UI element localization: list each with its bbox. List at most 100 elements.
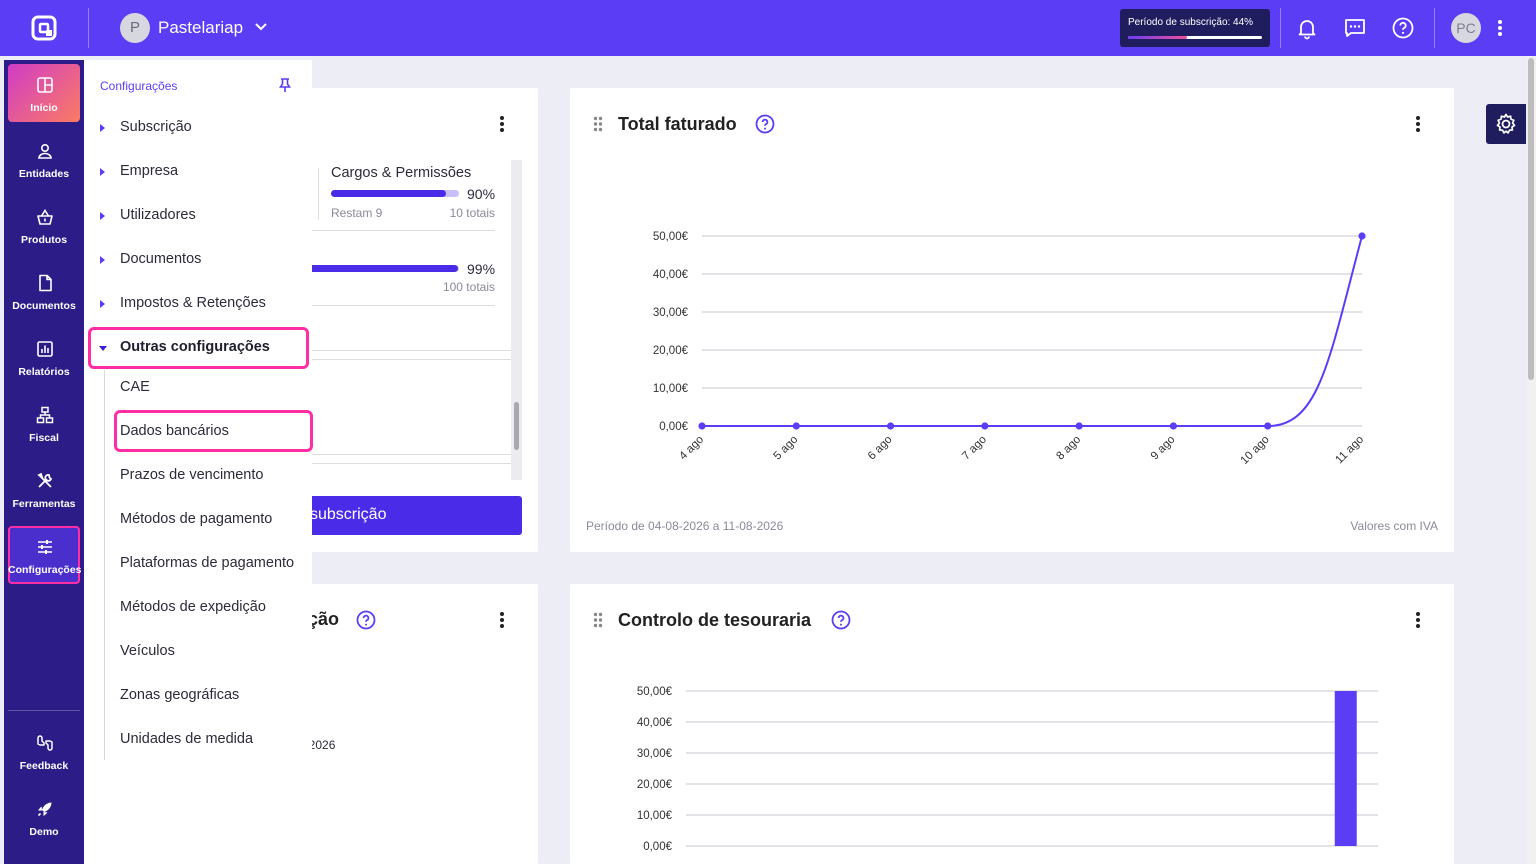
chevron-down-icon[interactable]: [254, 20, 268, 34]
customize-dashboard-button[interactable]: [1486, 104, 1526, 144]
company-name[interactable]: Pastelariap: [158, 18, 244, 37]
subscription-period-label: Período de subscrição: 44%: [1128, 17, 1254, 28]
nav-item-relatorios[interactable]: Relatórios: [8, 328, 80, 386]
chat-icon[interactable]: [1343, 16, 1367, 40]
help-icon[interactable]: [755, 114, 775, 134]
nav-item-feedback[interactable]: Feedback: [8, 722, 80, 780]
submenu-item-prazos-vencimento[interactable]: Prazos de vencimento: [120, 467, 264, 483]
highlight-outline: [114, 410, 313, 452]
usage-left: Restam 9: [331, 206, 383, 220]
divider: [312, 454, 512, 455]
x-tick-label: 6 ago: [866, 434, 895, 463]
caret-right-icon: [100, 212, 105, 220]
document-icon: [39, 274, 52, 292]
upgrade-subscription-button[interactable]: subscrição: [302, 496, 522, 535]
pin-icon[interactable]: [277, 77, 293, 93]
nav-item-entidades[interactable]: Entidades: [8, 130, 80, 188]
user-avatar[interactable]: PC: [1451, 13, 1481, 43]
gear-icon: [1496, 113, 1516, 134]
submenu-item-unidades-medida[interactable]: Unidades de medida: [120, 731, 254, 747]
menu-item-impostos[interactable]: Impostos & Retenções: [120, 295, 266, 311]
button-label: subscrição: [310, 506, 387, 523]
drag-handle-icon[interactable]: [593, 612, 603, 628]
y-tick-label: 30,00€: [637, 748, 673, 760]
divider: [312, 463, 512, 464]
subscription-period-badge[interactable]: Período de subscrição: 44%: [1120, 9, 1270, 47]
y-tick-label: 50,00€: [653, 231, 689, 243]
total-faturado-card: Total faturado 0,00€ 10,00€ 20,00€ 30,00€ 40…: [570, 88, 1454, 552]
menu-item-documentos[interactable]: Documentos: [120, 251, 202, 267]
rocket-icon: [37, 802, 52, 817]
x-tick-label: 10 ago: [1238, 434, 1271, 467]
total-faturado-line-chart: 0,00€ 10,00€ 20,00€ 30,00€ 40,00€ 50,00€ 4 ago…: [653, 231, 1366, 467]
x-tick-label: 9 ago: [1149, 434, 1178, 463]
page-scrollbar[interactable]: [1527, 56, 1536, 864]
y-tick-label: 0,00€: [659, 421, 688, 433]
usage-percent: 90%: [467, 186, 496, 202]
more-vertical-icon[interactable]: [499, 115, 505, 133]
more-vertical-icon[interactable]: [1415, 611, 1421, 629]
list-scrollbar-thumb[interactable]: [514, 402, 519, 450]
data-point: [1169, 422, 1178, 430]
y-tick-label: 20,00€: [637, 779, 673, 791]
company-avatar[interactable]: P: [120, 13, 150, 43]
nav-item-label: Documentos: [12, 300, 76, 312]
bell-icon[interactable]: [1295, 16, 1319, 40]
caret-right-icon: [100, 168, 105, 176]
divider: [312, 359, 512, 360]
data-point: [1264, 422, 1272, 430]
menu-item-subscricao[interactable]: Subscrição: [120, 119, 192, 135]
data-point: [792, 422, 800, 430]
main-navigation: Início Entidades Produtos Documentos Rel…: [4, 60, 84, 864]
series-line: [702, 235, 1363, 428]
caret-right-icon: [100, 256, 105, 264]
divider: [88, 8, 89, 48]
x-tick-label: 5 ago: [772, 434, 801, 463]
tesouraria-bar-chart: 0,00€ 10,00€ 20,00€ 30,00€ 40,00€ 50,00€: [637, 686, 1378, 853]
x-tick-label: 4 ago: [677, 434, 706, 463]
usage-fill: [331, 190, 447, 197]
usage-track: [312, 265, 459, 272]
drag-handle-icon[interactable]: [593, 116, 603, 132]
data-point: [886, 422, 895, 430]
menu-item-utilizadores[interactable]: Utilizadores: [120, 207, 196, 223]
feedback-icon: [37, 735, 53, 751]
subscription-progress-fill: [1128, 36, 1187, 39]
app-logo-icon[interactable]: [30, 14, 58, 42]
more-vertical-icon[interactable]: [499, 611, 505, 629]
menu-item-empresa[interactable]: Empresa: [120, 163, 179, 179]
more-vertical-icon[interactable]: [1415, 115, 1421, 133]
nav-item-label: Ferramentas: [12, 498, 76, 510]
nav-item-configuracoes[interactable]: Configurações: [8, 526, 82, 584]
y-tick-label: 20,00€: [653, 345, 689, 357]
nav-item-ferramentas[interactable]: Ferramentas: [8, 460, 80, 518]
card-title: Total faturado: [618, 114, 737, 134]
y-tick-label: 40,00€: [637, 717, 673, 729]
page-scrollbar-thumb[interactable]: [1528, 58, 1534, 380]
help-icon[interactable]: [1391, 16, 1415, 40]
nav-item-demo[interactable]: Demo: [8, 788, 80, 846]
more-vertical-icon[interactable]: [1492, 16, 1508, 40]
submenu-item-zonas-geograficas[interactable]: Zonas geográficas: [120, 687, 240, 703]
help-icon[interactable]: [356, 610, 376, 630]
menu-item-outras-configuracoes[interactable]: Outras configurações: [120, 339, 270, 355]
tools-icon: [37, 472, 53, 488]
submenu-item-dados-bancarios[interactable]: Dados bancários: [120, 423, 229, 439]
submenu-item-metodos-expedicao[interactable]: Métodos de expedição: [120, 599, 266, 615]
help-icon[interactable]: [831, 610, 851, 630]
nav-item-fiscal[interactable]: Fiscal: [8, 394, 80, 452]
submenu-item-veiculos[interactable]: Veículos: [120, 643, 175, 659]
nav-item-inicio[interactable]: Início: [8, 64, 80, 122]
submenu-item-metodos-pagamento[interactable]: Métodos de pagamento: [120, 511, 273, 527]
sliders-icon: [38, 540, 52, 554]
nav-item-label: Fiscal: [29, 432, 59, 444]
submenu-item-plataformas-pagamento[interactable]: Plataformas de pagamento: [120, 555, 295, 571]
nav-item-produtos[interactable]: Produtos: [8, 196, 80, 254]
y-tick-label: 30,00€: [653, 307, 689, 319]
caret-down-icon: [99, 346, 107, 351]
nav-item-documentos[interactable]: Documentos: [8, 262, 80, 320]
usage-fill: [312, 265, 458, 272]
list-scrollbar[interactable]: [511, 160, 522, 480]
submenu-item-cae[interactable]: CAE: [120, 379, 150, 395]
y-tick-label: 50,00€: [637, 686, 673, 698]
